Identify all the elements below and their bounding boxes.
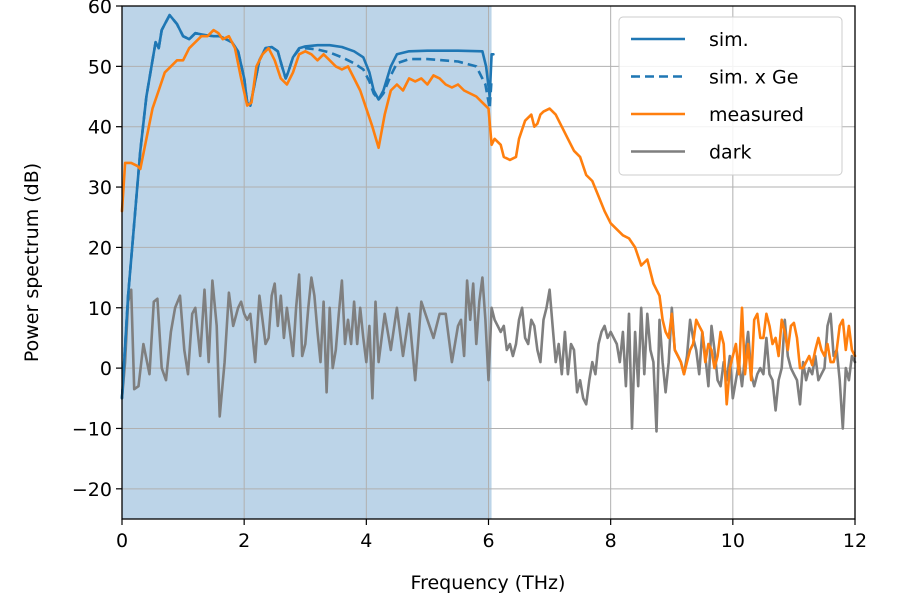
y-tick-label: 20	[88, 237, 112, 259]
y-tick-label: 40	[88, 117, 112, 139]
x-tick-label: 2	[238, 530, 250, 552]
legend: sim. sim. x Ge measured dark	[618, 16, 843, 176]
legend-label: measured	[709, 104, 804, 126]
series-layer	[120, 13, 857, 433]
y-tick-label: 10	[88, 298, 112, 320]
legend-box	[618, 16, 843, 176]
x-tick-label: 6	[482, 530, 494, 552]
y-tick-label: −20	[72, 479, 112, 501]
x-tick-label: 0	[116, 530, 128, 552]
shaded-band-layer	[122, 6, 492, 519]
y-tick-label: 60	[88, 0, 112, 18]
y-tick-label: 50	[88, 56, 112, 78]
x-tick-label: 10	[721, 530, 745, 552]
x-tick-label: 4	[360, 530, 372, 552]
y-axis-label: Power spectrum (dB)	[21, 163, 43, 362]
x-tick-label: 12	[843, 530, 867, 552]
x-axis-label: Frequency (THz)	[411, 572, 566, 594]
shaded-band	[122, 6, 492, 519]
y-tick-label: 30	[88, 177, 112, 199]
legend-label: sim.	[709, 29, 749, 51]
legend-label: sim. x Ge	[709, 67, 798, 89]
y-tick-label: −10	[72, 418, 112, 440]
tick-layer: 0 2 4 6 8 10 12 −20 −10 0 10 20 30 40 50 60	[72, 0, 867, 552]
legend-label: dark	[709, 142, 752, 164]
series-line-measured	[120, 28, 857, 406]
y-tick-label: 0	[100, 358, 112, 380]
x-tick-label: 8	[605, 530, 617, 552]
